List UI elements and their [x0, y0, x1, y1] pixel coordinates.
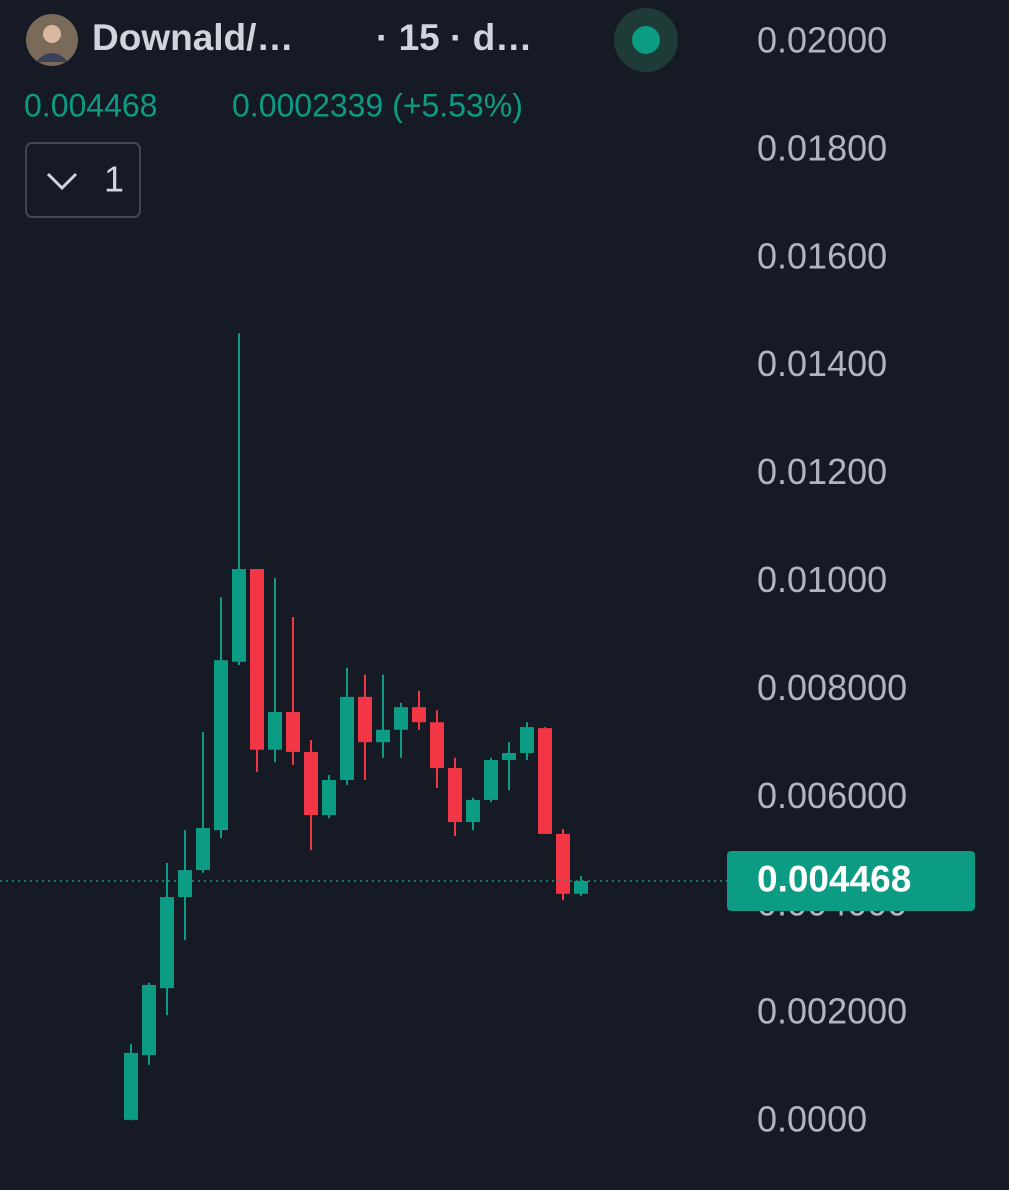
- last-price-tag: [727, 850, 975, 911]
- y-tick-label: 0.01600: [757, 235, 887, 276]
- y-tick-label: 0.006000: [757, 775, 907, 816]
- candle-body: [250, 569, 264, 750]
- candle-body: [484, 759, 498, 800]
- candle-body: [538, 728, 552, 834]
- last-price-label: 0.004468: [757, 859, 911, 900]
- candle-body: [304, 751, 318, 816]
- candle-body: [556, 833, 570, 894]
- candle-body: [412, 707, 426, 723]
- chevron: [46, 172, 78, 191]
- candle-body: [448, 768, 462, 823]
- candle-body: [268, 711, 282, 750]
- avatar-body: [36, 53, 68, 62]
- y-tick-label: 0.01000: [757, 559, 887, 600]
- header-change: 0.0002339 (+5.53%): [232, 87, 523, 123]
- indicator-toggle[interactable]: [25, 142, 141, 218]
- candle-body: [340, 696, 354, 780]
- avatar-face: [43, 25, 61, 43]
- interval[interactable]: · 15 · d…: [376, 17, 532, 58]
- candle-body: [430, 722, 444, 769]
- candle-body: [574, 880, 588, 894]
- header-price: 0.004468: [24, 87, 157, 123]
- candle-body: [394, 707, 408, 730]
- candle-body: [376, 729, 390, 743]
- y-tick-label: 0.01800: [757, 127, 887, 168]
- y-tick-label: 0.01400: [757, 343, 887, 384]
- symbol[interactable]: Downald/…: [92, 17, 293, 58]
- candle-body: [466, 799, 480, 823]
- candle-body: [358, 696, 372, 743]
- candle-body: [214, 660, 228, 831]
- candle-body: [196, 827, 210, 871]
- candle-body: [322, 779, 336, 816]
- y-tick-label: 0.008000: [757, 667, 907, 708]
- y-tick-label: 0.01200: [757, 451, 887, 492]
- candle-body: [520, 727, 534, 753]
- candle-body: [286, 711, 300, 752]
- indicator-count: 1: [104, 159, 124, 200]
- y-tick-label: 0.0000: [757, 1099, 867, 1140]
- candle-body: [232, 569, 246, 662]
- status-dot: [632, 26, 660, 54]
- candle-body: [502, 752, 516, 760]
- candle-body: [124, 1052, 138, 1120]
- candle-body: [160, 897, 174, 989]
- y-tick-label: 0.02000: [757, 20, 887, 61]
- candle-body: [142, 984, 156, 1056]
- y-tick-label: 0.002000: [757, 991, 907, 1032]
- candle-body: [178, 870, 192, 898]
